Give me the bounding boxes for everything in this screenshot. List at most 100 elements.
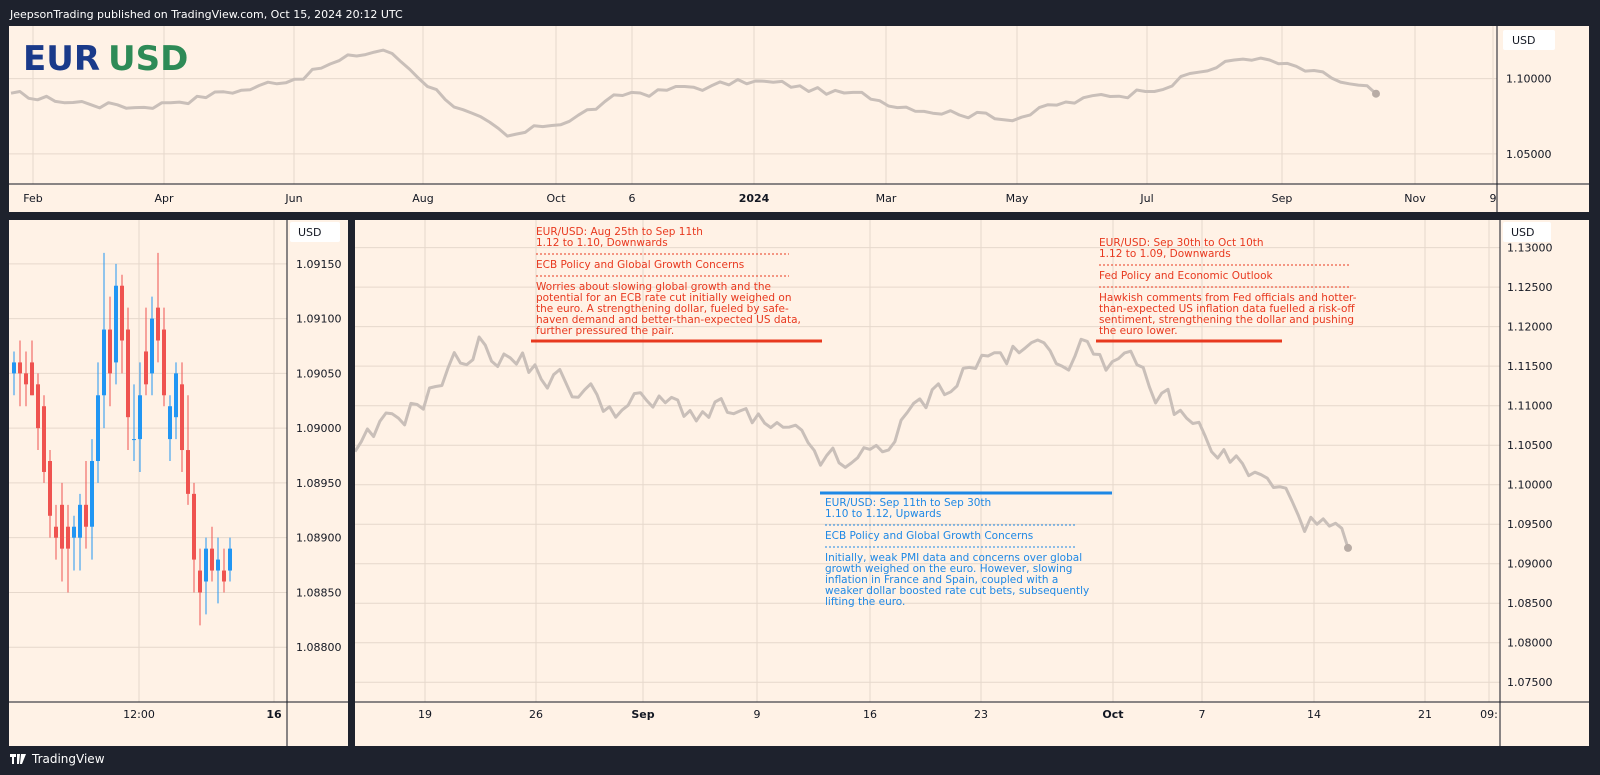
annotation-aug-sep[interactable]: EUR/USD: Aug 25th to Sep 11th 1.12 to 1.…	[536, 226, 801, 337]
price-tick-label: 1.08000	[1507, 637, 1553, 650]
candle-body	[48, 461, 52, 516]
time-label: 21	[1418, 708, 1432, 721]
annotation-body-line: Initially, weak PMI data and concerns ov…	[825, 552, 1082, 564]
price-tick-label: 1.09500	[1507, 518, 1553, 531]
candle-body	[132, 439, 136, 441]
candle	[174, 362, 178, 440]
annotation-body-line: sentiment, strengthening the dollar and …	[1099, 314, 1354, 326]
intraday-chart-panel[interactable]: 1.09150 1.09100 1.09050 1.09000 1.08950 1.089…	[9, 220, 348, 746]
time-label: 26	[529, 708, 543, 721]
annotation-body-line: Hawkish comments from Fed officials and …	[1099, 292, 1357, 304]
candle-body	[168, 406, 172, 440]
candle-body	[24, 373, 28, 385]
price-tick-label: 1.09150	[296, 258, 342, 271]
time-label: 2024	[739, 192, 770, 205]
candle	[180, 362, 184, 472]
annotation-body-line: the euro lower.	[1099, 325, 1178, 337]
candle-body	[120, 285, 124, 341]
candle	[216, 537, 220, 604]
time-label: Jun	[284, 192, 302, 205]
price-tick-label: 1.08850	[296, 586, 342, 599]
annotation-body-line: than-expected US inflation data fuelled …	[1099, 303, 1355, 315]
main-chart[interactable]: EUR/USD: Aug 25th to Sep 11th 1.12 to 1.…	[355, 220, 1589, 746]
symbol-base: EUR	[23, 39, 100, 79]
time-label: 9	[1490, 192, 1497, 205]
candle-body	[156, 307, 160, 341]
price-tick-label: 1.09100	[296, 313, 342, 326]
candle-body	[36, 384, 40, 429]
candle-body	[222, 570, 226, 582]
tradingview-logo-icon	[10, 754, 26, 764]
candle	[144, 307, 148, 396]
time-label: 12:00	[123, 708, 155, 721]
candle	[108, 296, 112, 407]
annotation-body-line: lifting the euro.	[825, 596, 905, 608]
candle	[132, 384, 136, 461]
footer-brand: TradingView	[32, 752, 105, 766]
candle-body	[210, 548, 214, 571]
time-label: Mar	[876, 192, 897, 205]
candle-body	[102, 329, 106, 396]
candle-body	[198, 570, 202, 593]
candle-body	[84, 504, 88, 527]
candle-body	[90, 461, 94, 527]
price-tick-label: 1.08800	[296, 641, 342, 654]
candle	[114, 263, 118, 385]
overview-chart-panel[interactable]: EUR USD 1.10000 1.05000 Feb Apr Jun Aug Oct 6 20…	[9, 26, 1589, 212]
annotation-sep-up[interactable]: EUR/USD: Sep 11th to Sep 30th 1.10 to 1.…	[825, 497, 1089, 608]
symbol-title: EUR USD	[23, 39, 188, 79]
main-chart-panel[interactable]: EUR/USD: Aug 25th to Sep 11th 1.12 to 1.…	[355, 220, 1589, 746]
candle	[138, 362, 142, 472]
candle	[48, 450, 52, 538]
candle-body	[54, 526, 58, 538]
annotation-topic: ECB Policy and Global Growth Concerns	[536, 259, 744, 271]
overview-currency-badge	[1503, 30, 1555, 50]
price-tick-label: 1.08950	[296, 477, 342, 490]
overview-time-labels: Feb Apr Jun Aug Oct 6 2024 Mar May Jul Sep Nov 9	[23, 192, 1496, 205]
time-label: Apr	[154, 192, 174, 205]
time-label: Feb	[23, 192, 42, 205]
candle	[168, 395, 172, 461]
time-label: 16	[863, 708, 877, 721]
price-tick-label: 1.11000	[1507, 400, 1553, 413]
main-price-line	[355, 335, 1350, 549]
price-tick-label: 1.11500	[1507, 360, 1553, 373]
candle-body	[192, 493, 196, 560]
candle	[96, 362, 100, 483]
candle	[90, 439, 94, 560]
candle-body	[108, 329, 112, 374]
candle	[66, 504, 70, 593]
time-label: 23	[974, 708, 988, 721]
annotation-sep-oct[interactable]: EUR/USD: Sep 30th to Oct 10th 1.12 to 1.…	[1099, 237, 1357, 337]
annotation-title: EUR/USD: Aug 25th to Sep 11th	[536, 226, 703, 238]
candle	[78, 493, 82, 571]
time-label: Oct	[1102, 708, 1123, 721]
annotation-body-line: potential for an ECB rate cut initially …	[536, 292, 791, 304]
annotation-range: 1.12 to 1.10, Downwards	[536, 237, 668, 249]
time-label: 14	[1307, 708, 1321, 721]
annotation-topic: ECB Policy and Global Growth Concerns	[825, 530, 1033, 542]
price-tick-label: 1.08900	[296, 532, 342, 545]
main-last-price-dot	[1344, 543, 1352, 552]
intraday-currency-label: USD	[298, 226, 322, 239]
candle	[120, 274, 124, 374]
candle-body	[18, 362, 22, 374]
candle	[210, 526, 214, 582]
candle	[156, 252, 160, 363]
price-tick-label: 1.10000	[1506, 73, 1552, 86]
time-label: Aug	[412, 192, 433, 205]
candle	[228, 537, 232, 582]
annotation-body-line: weaker dollar boosted rate cut bets, sub…	[825, 585, 1089, 597]
candle-body	[138, 395, 142, 440]
intraday-candlestick-chart[interactable]: 1.09150 1.09100 1.09050 1.09000 1.08950 1.089…	[9, 220, 348, 746]
annotation-title: EUR/USD: Sep 30th to Oct 10th	[1099, 237, 1264, 249]
candle	[102, 252, 106, 429]
price-tick-label: 1.09000	[1507, 558, 1553, 571]
price-tick-label: 1.09000	[296, 422, 342, 435]
candle	[24, 351, 28, 407]
candle-body	[72, 526, 76, 538]
candle	[198, 548, 202, 626]
candle	[30, 340, 34, 396]
main-price-ticks: 1.13000 1.12500 1.12000 1.11500 1.11000 1.105…	[1507, 242, 1553, 690]
